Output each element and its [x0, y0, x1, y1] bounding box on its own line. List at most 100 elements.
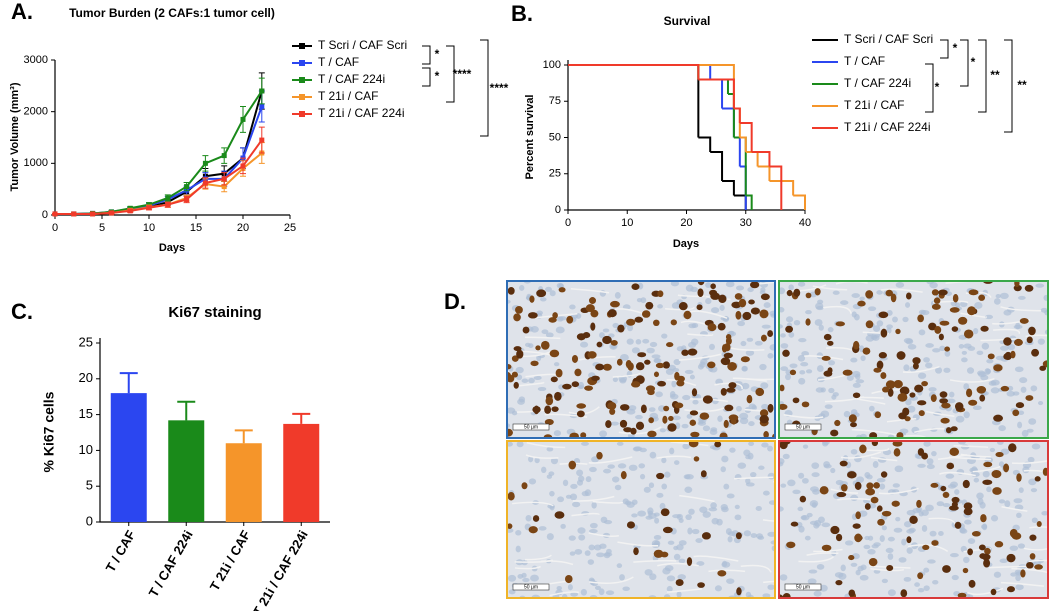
nucleus-pale [990, 515, 999, 522]
nucleus-pale [665, 368, 674, 375]
nucleus-stained [827, 340, 834, 346]
nucleus-pale [788, 284, 794, 291]
error-bar [234, 429, 253, 444]
stroma [914, 427, 945, 433]
nucleus-pale [545, 332, 554, 338]
nucleus-stained [979, 394, 986, 402]
nucleus-pale [666, 585, 673, 593]
nucleus-stained [759, 415, 769, 424]
survival-step [568, 64, 735, 109]
nucleus-pale [589, 466, 597, 473]
nucleus-pale [759, 290, 766, 295]
nucleus-stained [990, 588, 997, 596]
nucleus-stained [869, 432, 878, 438]
nucleus-stained [555, 368, 563, 378]
stroma [823, 305, 852, 314]
nucleus-pale [1026, 428, 1034, 433]
nucleus-pale [876, 290, 883, 295]
nucleus-pale [546, 474, 553, 479]
nucleus-stained [841, 484, 848, 492]
nucleus-pale [667, 540, 675, 545]
stroma [993, 328, 1021, 335]
nucleus-pale [998, 461, 1005, 468]
stroma [679, 494, 715, 503]
nucleus-stained [865, 290, 874, 299]
nucleus-pale [993, 571, 1002, 578]
nucleus-stained [893, 448, 901, 457]
nucleus-stained [968, 579, 976, 588]
nucleus-pale [944, 350, 951, 357]
nucleus-pale [725, 528, 732, 535]
nucleus-stained [1034, 564, 1043, 570]
scale-bar-label: 50 µm [796, 424, 810, 430]
nucleus-stained [521, 482, 528, 490]
nucleus-stained [940, 485, 947, 492]
nucleus-pale [881, 525, 887, 531]
nucleus-stained [589, 297, 597, 305]
nucleus-stained [835, 579, 843, 586]
nucleus-stained [786, 289, 793, 297]
nucleus-stained [558, 287, 566, 293]
nucleus-stained [1042, 467, 1048, 476]
nucleus-pale [560, 523, 566, 529]
nucleus-stained [876, 360, 884, 370]
data-point [221, 176, 227, 182]
stroma [806, 552, 839, 556]
nucleus-stained [529, 295, 535, 303]
nucleus-pale [879, 535, 885, 543]
nucleus-pale [614, 291, 621, 299]
nucleus-stained [878, 311, 889, 319]
nucleus-pale [649, 451, 657, 459]
nucleus-stained [516, 349, 524, 359]
nucleus-pale [1021, 429, 1029, 437]
bar [225, 443, 262, 522]
nucleus-pale [995, 355, 1005, 361]
nucleus-pale [895, 281, 905, 288]
nucleus-stained [886, 565, 894, 571]
significance: ** [990, 68, 1000, 82]
x-tick-label: 40 [799, 217, 811, 229]
nucleus-stained [707, 361, 716, 369]
nucleus-stained [668, 415, 674, 421]
nucleus-pale [981, 342, 990, 350]
nucleus-pale [589, 522, 598, 529]
x-axis-label: Days [159, 242, 185, 254]
nucleus-pale [769, 310, 775, 316]
nucleus-stained [887, 388, 894, 397]
nucleus-pale [939, 345, 946, 351]
axis-line [54, 60, 290, 216]
nucleus-pale [581, 441, 589, 446]
nucleus-stained [637, 352, 647, 358]
nucleus-pale [785, 373, 792, 381]
nucleus-pale [995, 293, 1001, 299]
nucleus-pale [519, 285, 525, 291]
nucleus-pale [737, 320, 746, 327]
nucleus-stained [740, 356, 750, 363]
nucleus-pale [528, 478, 537, 485]
significance: * [935, 80, 940, 94]
nucleus-pale [743, 530, 752, 537]
nucleus-pale [850, 409, 858, 416]
stroma [824, 396, 865, 403]
series-line [55, 90, 263, 215]
nucleus-stained [939, 398, 949, 404]
error-bar [292, 412, 311, 424]
nucleus-pale [779, 574, 788, 581]
nucleus-pale [684, 486, 693, 493]
nucleus-stained [635, 421, 645, 430]
nucleus-stained [931, 303, 941, 310]
nucleus-pale [966, 367, 975, 374]
nucleus-pale [672, 415, 681, 421]
nucleus-pale [739, 412, 749, 420]
nucleus-stained [734, 293, 743, 300]
nucleus-stained [963, 507, 973, 516]
nucleus-stained [1003, 463, 1010, 473]
nucleus-stained [763, 430, 769, 438]
stroma [1000, 306, 1042, 312]
nucleus-stained [596, 341, 603, 348]
data-point [108, 210, 114, 216]
nucleus-pale [635, 414, 643, 420]
nucleus-pale [887, 536, 895, 542]
nucleus-stained [596, 451, 603, 460]
y-tick-label: 3000 [24, 54, 48, 66]
